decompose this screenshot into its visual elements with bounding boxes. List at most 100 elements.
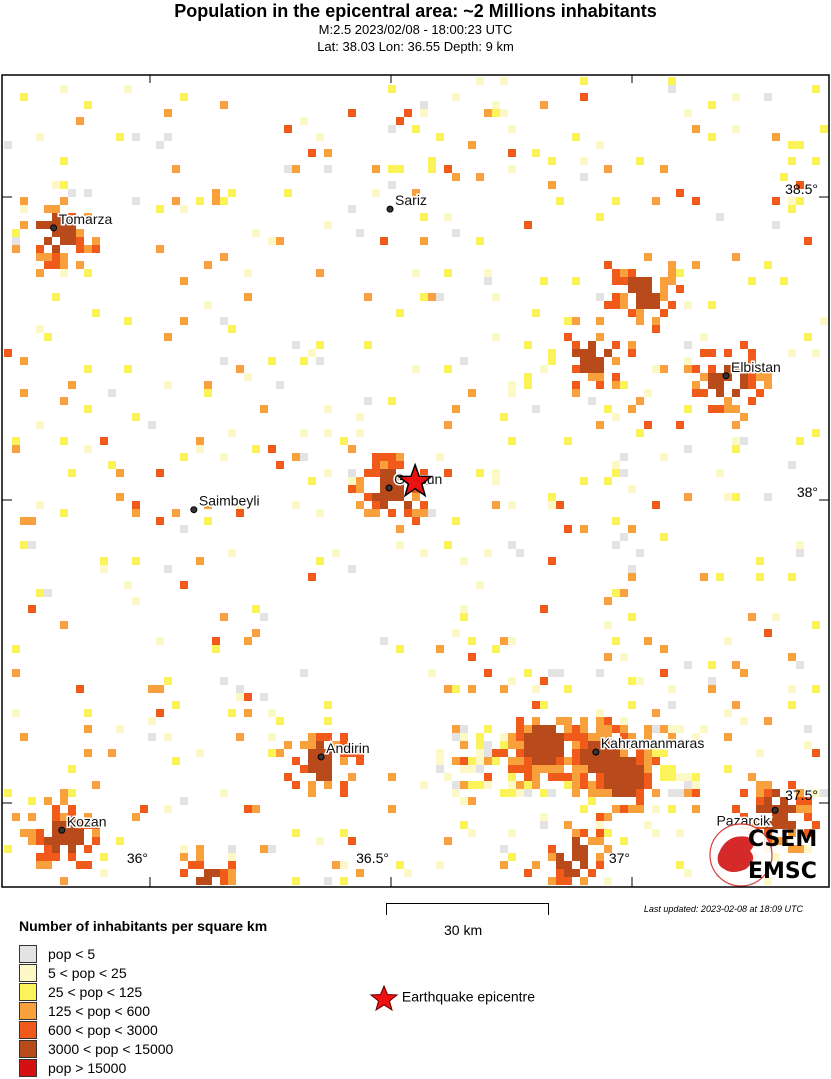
population-cell bbox=[396, 493, 404, 501]
population-cell bbox=[60, 621, 68, 629]
population-cell bbox=[164, 733, 172, 741]
population-cell bbox=[740, 669, 748, 677]
population-cell bbox=[484, 549, 492, 557]
population-cell bbox=[596, 757, 604, 765]
population-cell bbox=[788, 197, 796, 205]
population-cell bbox=[724, 365, 732, 373]
population-cell bbox=[572, 757, 580, 765]
population-cell bbox=[500, 861, 508, 869]
population-cell bbox=[508, 829, 516, 837]
population-cell bbox=[604, 653, 612, 661]
population-cell bbox=[668, 773, 676, 781]
population-cell bbox=[716, 389, 724, 397]
population-cell bbox=[620, 805, 628, 813]
population-cell bbox=[460, 357, 468, 365]
population-cell bbox=[308, 733, 316, 741]
population-cell bbox=[244, 269, 252, 277]
city-label: Elbistan bbox=[731, 359, 781, 375]
population-cell bbox=[436, 645, 444, 653]
lon-tick-label: 36.5° bbox=[356, 850, 389, 866]
population-cell bbox=[708, 405, 716, 413]
population-cell bbox=[52, 853, 60, 861]
population-cell bbox=[220, 877, 228, 885]
population-cell bbox=[420, 237, 428, 245]
population-cell bbox=[636, 773, 644, 781]
population-cell bbox=[92, 245, 100, 253]
population-cell bbox=[244, 373, 252, 381]
population-cell bbox=[492, 645, 500, 653]
population-cell bbox=[76, 837, 84, 845]
population-cell bbox=[540, 677, 548, 685]
population-cell bbox=[684, 357, 692, 365]
population-cell bbox=[524, 669, 532, 677]
scale-bar bbox=[386, 903, 549, 915]
population-cell bbox=[756, 557, 764, 565]
population-cell bbox=[572, 133, 580, 141]
population-map[interactable]: 36° 36.5° 37° 38.5° 38° 37.5° Tomarza Sariz Elb… bbox=[0, 73, 831, 889]
population-cell bbox=[60, 157, 68, 165]
population-cell bbox=[780, 813, 788, 821]
population-cell bbox=[588, 741, 596, 749]
population-cell bbox=[652, 325, 660, 333]
legend-label: 25 < pop < 125 bbox=[48, 984, 143, 1000]
city-label: Kozan bbox=[67, 813, 107, 829]
population-cell bbox=[84, 821, 92, 829]
population-cell bbox=[644, 421, 652, 429]
population-cell bbox=[548, 765, 556, 773]
population-cell bbox=[524, 773, 532, 781]
population-cell bbox=[500, 845, 508, 853]
population-cell bbox=[580, 781, 588, 789]
population-cell bbox=[340, 733, 348, 741]
population-cell bbox=[636, 285, 644, 293]
population-cell bbox=[524, 381, 532, 389]
population-cell bbox=[164, 333, 172, 341]
population-cell bbox=[796, 661, 804, 669]
population-cell bbox=[388, 493, 396, 501]
population-cell bbox=[636, 677, 644, 685]
population-cell bbox=[644, 389, 652, 397]
population-cell bbox=[204, 381, 212, 389]
population-cell bbox=[196, 861, 204, 869]
population-cell bbox=[572, 789, 580, 797]
population-cell bbox=[692, 781, 700, 789]
population-cell bbox=[548, 501, 556, 509]
population-cell bbox=[788, 781, 796, 789]
population-cell bbox=[228, 869, 236, 877]
population-cell bbox=[220, 253, 228, 261]
population-cell bbox=[660, 645, 668, 653]
population-cell bbox=[476, 765, 484, 773]
population-cell bbox=[428, 293, 436, 301]
population-cell bbox=[644, 253, 652, 261]
population-cell bbox=[100, 853, 108, 861]
population-cell bbox=[236, 733, 244, 741]
population-cell bbox=[268, 733, 276, 741]
population-cell bbox=[764, 789, 772, 797]
city-label: Tomarza bbox=[59, 211, 113, 227]
population-cell bbox=[572, 853, 580, 861]
population-cell bbox=[508, 765, 516, 773]
population-cell bbox=[612, 725, 620, 733]
population-cell bbox=[372, 509, 380, 517]
population-cell bbox=[412, 517, 420, 525]
population-cell bbox=[572, 725, 580, 733]
population-cell bbox=[396, 309, 404, 317]
population-cell bbox=[628, 573, 636, 581]
population-cell bbox=[340, 789, 348, 797]
population-cell bbox=[548, 853, 556, 861]
population-cell bbox=[308, 749, 316, 757]
population-cell bbox=[60, 509, 68, 517]
population-cell bbox=[580, 733, 588, 741]
population-cell bbox=[324, 717, 332, 725]
population-cell bbox=[692, 261, 700, 269]
population-cell bbox=[644, 765, 652, 773]
population-cell bbox=[508, 165, 516, 173]
population-cell bbox=[332, 549, 340, 557]
population-cell bbox=[44, 845, 52, 853]
population-cell bbox=[620, 733, 628, 741]
population-cell bbox=[636, 741, 644, 749]
population-cell bbox=[636, 293, 644, 301]
population-cell bbox=[556, 877, 564, 885]
population-cell bbox=[76, 829, 84, 837]
population-cell bbox=[572, 837, 580, 845]
population-cell bbox=[300, 765, 308, 773]
